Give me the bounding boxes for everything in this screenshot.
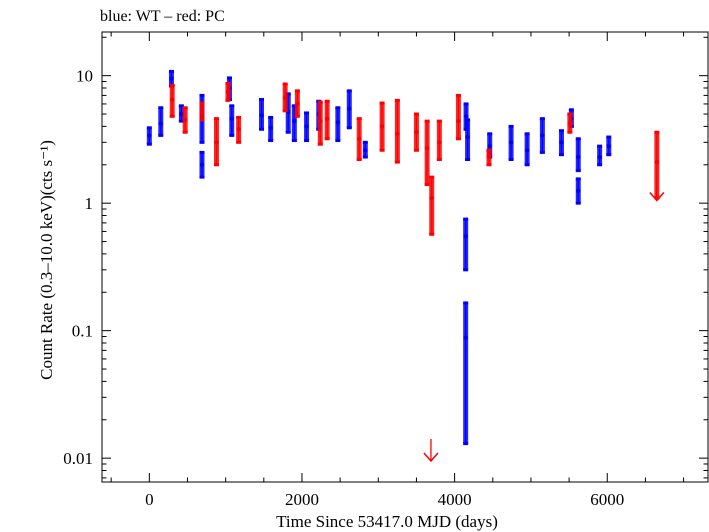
data-point <box>347 106 352 111</box>
data-point <box>395 131 400 136</box>
data-point <box>487 143 492 149</box>
data-point <box>437 140 442 145</box>
data-point <box>424 145 430 151</box>
data-point <box>199 109 205 115</box>
data-point <box>282 95 288 101</box>
upper-limit-arrow <box>649 191 665 202</box>
data-point <box>463 234 468 239</box>
chart-title: blue: WT – red: PC <box>100 8 225 25</box>
data-point <box>292 118 297 124</box>
data-cluster <box>455 95 461 139</box>
data-point <box>414 130 419 135</box>
data-point <box>654 159 660 165</box>
data-point <box>576 154 581 160</box>
data-point <box>363 148 368 153</box>
y-tick-label: 0.01 <box>63 449 93 468</box>
y-tick-label: 1 <box>85 194 94 213</box>
data-point <box>236 127 241 132</box>
x-tick-label: 0 <box>145 490 154 509</box>
data-point <box>229 116 234 121</box>
y-tick-labels: 0.01 0.1 1 10 <box>63 67 93 468</box>
data-point <box>463 114 469 119</box>
plot-frame <box>101 31 709 483</box>
data-point <box>379 124 385 129</box>
y-axis-label: Count Rate (0.3–10.0 keV)(cts s⁻¹) <box>37 140 56 380</box>
data-cluster <box>654 132 660 198</box>
data-cluster <box>465 119 471 160</box>
x-tick-label: 4000 <box>438 490 472 509</box>
series-pc <box>169 81 665 463</box>
x-tick-label: 6000 <box>590 490 624 509</box>
data-point <box>559 140 564 145</box>
data-cluster <box>429 177 435 235</box>
data-point <box>295 101 300 107</box>
data-cluster <box>424 121 430 185</box>
data-point <box>597 154 602 160</box>
data-point <box>268 125 273 130</box>
data-point <box>304 124 309 129</box>
data-point <box>169 76 174 81</box>
data-point <box>147 133 152 138</box>
data-point <box>170 97 175 102</box>
data-point <box>463 335 468 340</box>
data-point <box>540 133 545 138</box>
data-cluster <box>463 302 469 444</box>
x-tick-label: 2000 <box>285 490 319 509</box>
data-point <box>524 148 530 153</box>
data-point <box>318 118 323 124</box>
data-cluster <box>575 138 581 171</box>
data-point <box>225 89 231 94</box>
data-point <box>259 112 264 118</box>
data-point <box>179 111 184 117</box>
data-point <box>486 154 492 160</box>
data-point <box>606 143 611 149</box>
data-point <box>567 121 573 126</box>
data-cluster <box>394 100 400 163</box>
y-tick-label: 0.1 <box>72 322 93 341</box>
data-point <box>324 116 330 121</box>
x-axis-label: Time Since 53417.0 MJD (days) <box>276 512 498 531</box>
data-point <box>456 118 461 124</box>
data-point <box>508 140 514 145</box>
x-tick-labels: 0 2000 4000 6000 <box>145 490 624 509</box>
upper-limit-arrow <box>423 452 439 463</box>
data-point <box>576 188 581 193</box>
data-point <box>199 162 205 167</box>
axis-ticks <box>102 32 708 482</box>
data-point <box>357 136 362 141</box>
y-tick-label: 10 <box>76 67 93 86</box>
data-cluster <box>463 219 469 270</box>
data-point <box>335 120 341 125</box>
data-point <box>182 117 188 123</box>
data-point <box>158 121 163 126</box>
data-point <box>465 134 470 140</box>
data-point <box>214 140 219 145</box>
data-point <box>429 195 434 201</box>
